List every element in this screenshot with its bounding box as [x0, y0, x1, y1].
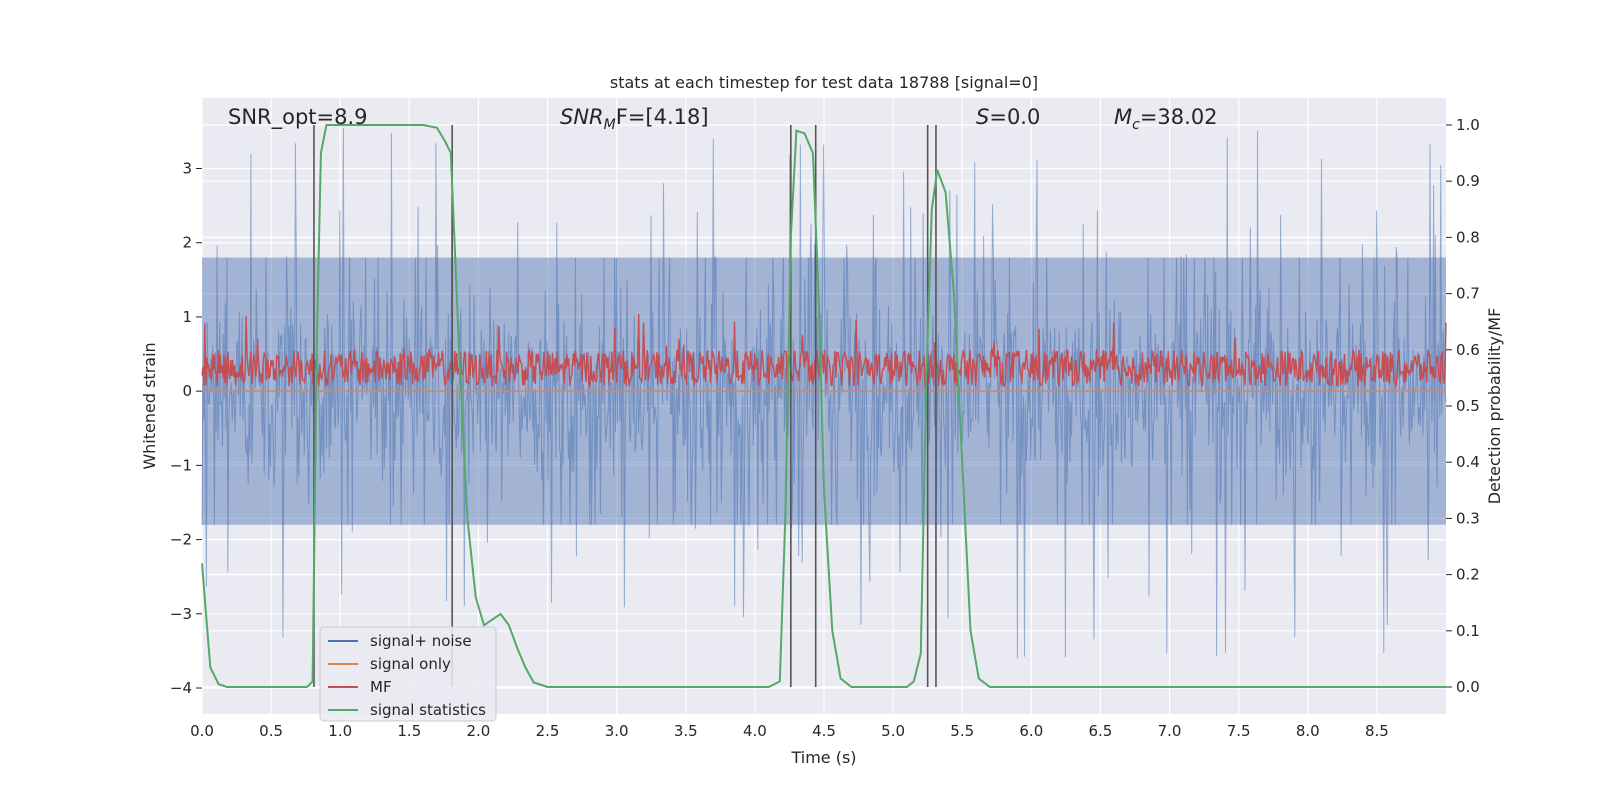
x-tick-label: 8.5	[1365, 722, 1389, 740]
y2-tick-labels: 1.0 0.9 0.8 0.7 0.6 0.5 0.4 0.3 0.2 0.1 0.0	[1446, 116, 1480, 696]
chart-title: stats at each timestep for test data 187…	[610, 73, 1038, 92]
legend-label-mf: MF	[370, 678, 392, 696]
x-tick-label: 4.5	[812, 722, 836, 740]
y2-tick-label: 0.9	[1456, 172, 1480, 190]
y2-tick-label: 1.0	[1456, 116, 1480, 134]
x-tick-label: 5.5	[950, 722, 974, 740]
y-tick-label: −1	[170, 456, 192, 474]
y-tick-label: 2	[182, 234, 192, 252]
y2-tick-label: 0.8	[1456, 228, 1480, 246]
x-tick-label: 7.0	[1158, 722, 1182, 740]
y2-tick-label: 0.0	[1456, 678, 1480, 696]
legend: signal+ noise signal only MF signal stat…	[319, 626, 497, 722]
noise-line	[201, 127, 1447, 659]
x-tick-label: 6.0	[1019, 722, 1043, 740]
annotation-snr-mf: SNRMF=[4.18]	[560, 105, 709, 133]
x-tick-label: 6.5	[1089, 722, 1113, 740]
x-tick-label: 1.0	[328, 722, 352, 740]
annotation-snr-mf-sub: M	[604, 117, 616, 133]
annotation-snr-opt: SNR_opt=8.9	[228, 105, 368, 130]
x-tick-label: 2.0	[467, 722, 491, 740]
legend-label-noise: signal+ noise	[370, 632, 472, 650]
y2-tick-label: 0.4	[1456, 453, 1480, 471]
y-tick-labels: 3 2 1 0 −1 −2 −3 −4	[170, 160, 202, 697]
annotation-s-rest: =0.0	[989, 105, 1040, 129]
annotation-snr-mf-rest: F=[4.18]	[616, 105, 709, 129]
y-tick-label: 0	[182, 382, 192, 400]
y-tick-label: −3	[170, 605, 192, 623]
y2-axis-label: Detection probability/MF	[1485, 308, 1504, 505]
x-tick-label: 7.5	[1227, 722, 1251, 740]
y-tick-label: 3	[182, 160, 192, 178]
x-tick-label: 4.0	[743, 722, 767, 740]
x-tick-label: 1.5	[397, 722, 421, 740]
y-tick-label: −2	[170, 531, 192, 549]
signal-statistics-series	[201, 124, 1446, 688]
x-tick-label: 5.0	[881, 722, 905, 740]
annotation-mc-rest: =38.02	[1140, 105, 1218, 129]
y2-tick-label: 0.5	[1456, 397, 1480, 415]
mf-line	[201, 314, 1447, 389]
annotation-mc: Mc=38.02	[1114, 105, 1218, 133]
x-tick-label: 8.0	[1296, 722, 1320, 740]
y2-tick-label: 0.3	[1456, 509, 1480, 527]
y-tick-label: −4	[170, 679, 192, 697]
legend-box	[319, 626, 497, 722]
x-tick-label: 3.5	[674, 722, 698, 740]
annotation-snr-mf-main: SNR	[560, 105, 604, 129]
annotation-mc-main: M	[1114, 105, 1132, 129]
x-tick-label: 0.0	[190, 722, 214, 740]
legend-label-stat: signal statistics	[370, 701, 486, 719]
y-tick-label: 1	[182, 308, 192, 326]
x-axis-label: Time (s)	[790, 748, 856, 767]
annotation-mc-sub: c	[1132, 117, 1140, 133]
mf-series	[201, 314, 1447, 389]
annotation-s: S=0.0	[976, 105, 1040, 129]
y2-tick-label: 0.1	[1456, 622, 1480, 640]
y2-tick-label: 0.7	[1456, 285, 1480, 303]
y-axis-label: Whitened strain	[140, 342, 159, 469]
x-tick-label: 2.5	[536, 722, 560, 740]
annotation-s-main: S	[976, 105, 989, 129]
y2-tick-label: 0.2	[1456, 566, 1480, 584]
y2-tick-label: 0.6	[1456, 341, 1480, 359]
x-tick-labels: 0.0 0.5 1.0 1.5 2.0 2.5 3.0 3.5 4.0 4.5 5.0 5.5 6.0 6…	[190, 722, 1389, 740]
x-tick-label: 0.5	[259, 722, 283, 740]
legend-label-signal-only: signal only	[370, 655, 451, 673]
x-tick-label: 3.0	[605, 722, 629, 740]
